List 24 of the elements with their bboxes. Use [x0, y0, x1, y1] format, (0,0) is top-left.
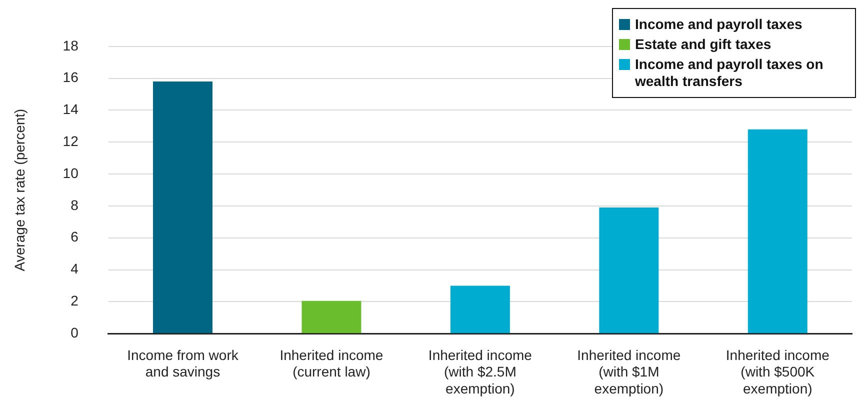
y-tick-label: 4 [70, 260, 79, 277]
x-tick-label: Income from work and savings [127, 346, 240, 380]
bar [599, 208, 659, 334]
y-axis-title: Average tax rate (percent) [11, 108, 28, 272]
y-tick-label: 10 [62, 164, 79, 181]
legend-label: Estate and gift taxes [635, 36, 772, 53]
bar [748, 129, 808, 334]
bar [302, 300, 362, 334]
y-tick-label: 18 [62, 37, 79, 54]
x-tick-label: Inherited income (current law) [280, 346, 384, 380]
y-tick-label: 8 [70, 196, 79, 213]
x-tick-label: Inherited income (with $1M exemption) [577, 346, 681, 396]
legend-label: Income and payroll taxes on wealth transfers [635, 56, 824, 90]
legend-label: Income and payroll taxes [635, 16, 802, 33]
y-tick-label: 0 [70, 324, 79, 340]
bar [450, 286, 510, 334]
y-tick-label: 2 [70, 292, 79, 309]
x-tick-label: Inherited income (with $2.5M exemption) [428, 346, 532, 396]
y-tick-label: 6 [70, 228, 79, 245]
y-tick-label: 12 [62, 132, 79, 149]
x-tick-label: Inherited income (with $500K exemption) [726, 346, 830, 396]
y-tick-label: 14 [62, 101, 79, 118]
y-tick-label: 16 [62, 69, 79, 86]
bar [152, 82, 212, 334]
